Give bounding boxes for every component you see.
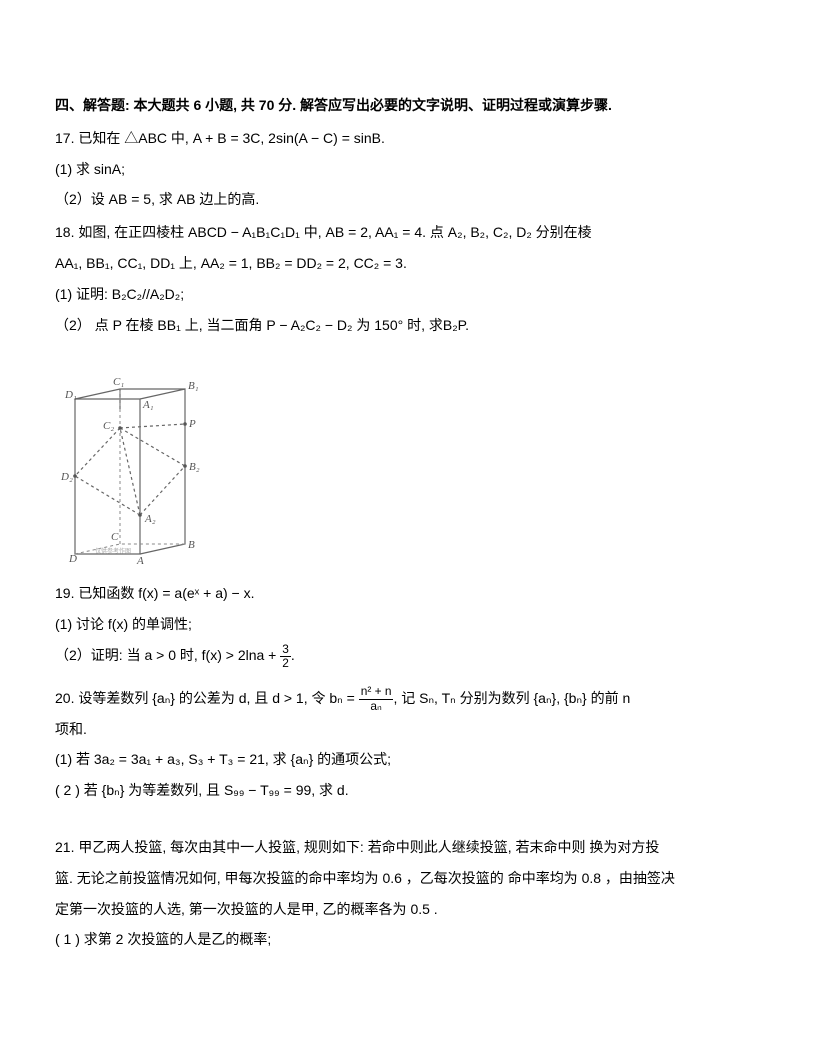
q20-frac: n² + naₙ: [359, 685, 394, 712]
q21-line1: 21. 甲乙两人投篮, 每次由其中一人投篮, 规则如下: 若命中则此人继续投篮,…: [55, 832, 761, 863]
q21: 21. 甲乙两人投篮, 每次由其中一人投篮, 规则如下: 若命中则此人继续投篮,…: [55, 832, 761, 955]
q21-line3: 定第一次投篮的人选, 第一次投篮的人是甲, 乙的概率各为 0.5 .: [55, 894, 761, 925]
q19-p2-frac: 32: [280, 643, 291, 670]
q20-line2: 项和.: [55, 714, 761, 745]
lbl-B1: B₁: [188, 380, 199, 392]
lbl-D: D: [68, 553, 77, 564]
lbl-P: P: [188, 418, 196, 430]
q21-p1: ( 1 ) 求第 2 次投篮的人是乙的概率;: [55, 924, 761, 955]
q19-frac-num: 3: [280, 643, 291, 657]
q20-p1: (1) 若 3a₂ = 3a₁ + a₃, S₃ + T₃ = 21, 求 {a…: [55, 744, 761, 775]
lbl-A1: A₁: [142, 399, 154, 411]
q18: 18. 如图, 在正四棱柱 ABCD − A₁B₁C₁D₁ 中, AB = 2,…: [55, 217, 761, 340]
q18-p1: (1) 证明: B₂C₂//A₂D₂;: [55, 279, 761, 310]
q19-p2-suffix: .: [291, 647, 295, 663]
lbl-D2: D₂: [60, 471, 73, 483]
lbl-D1: D₁: [64, 389, 77, 401]
q17: 17. 已知在 △ABC 中, A + B = 3C, 2sin(A − C) …: [55, 123, 761, 215]
lbl-C: C: [111, 531, 119, 543]
q19-p1: (1) 讨论 f(x) 的单调性;: [55, 609, 761, 640]
lbl-A: A: [136, 555, 144, 564]
q19-frac-den: 2: [280, 657, 291, 670]
section-title: 四、解答题: 本大题共 6 小题, 共 70 分. 解答应写出必要的文字说明、证…: [55, 90, 761, 121]
lbl-B2: B₂: [189, 461, 200, 473]
q18-p2: （2） 点 P 在棱 BB₁ 上, 当二面角 P − A₂C₂ − D₂ 为 1…: [55, 310, 761, 341]
q17-stem: 17. 已知在 △ABC 中, A + B = 3C, 2sin(A − C) …: [55, 123, 761, 154]
q20-line1-suffix: , 记 Sₙ, Tₙ 分别为数列 {aₙ}, {bₙ} 的前 n: [393, 690, 630, 706]
q20: 20. 设等差数列 {aₙ} 的公差为 d, 且 d > 1, 令 bₙ = n…: [55, 683, 761, 806]
q18-line2: AA₁, BB₁, CC₁, DD₁ 上, AA₂ = 1, BB₂ = DD₂…: [55, 248, 761, 279]
q19-p2-prefix: （2）证明: 当 a > 0 时, f(x) > 2lna +: [55, 647, 280, 663]
q20-p2: ( 2 ) 若 {bₙ} 为等差数列, 且 S₉₉ − T₉₉ = 99, 求 …: [55, 775, 761, 806]
q19-p2: （2）证明: 当 a > 0 时, f(x) > 2lna + 32.: [55, 640, 761, 671]
lbl-C1: C₁: [113, 376, 124, 388]
q20-line1-prefix: 20. 设等差数列 {aₙ} 的公差为 d, 且 d > 1, 令 bₙ =: [55, 690, 359, 706]
q20-frac-num: n² + n: [359, 685, 394, 699]
q17-p2: （2）设 AB = 5, 求 AB 边上的高.: [55, 184, 761, 215]
lbl-C2: C₂: [103, 420, 114, 432]
q19-stem: 19. 已知函数 f(x) = a(eˣ + a) − x.: [55, 578, 761, 609]
lbl-A2: A₂: [144, 513, 156, 525]
q21-line2: 篮. 无论之前投篮情况如何, 甲每次投篮的命中率均为 0.6 ，乙每次投篮的 命…: [55, 863, 761, 894]
q17-p1: (1) 求 sinA;: [55, 154, 761, 185]
q20-frac-den: aₙ: [359, 700, 394, 713]
q20-line1: 20. 设等差数列 {aₙ} 的公差为 d, 且 d > 1, 令 bₙ = n…: [55, 683, 761, 714]
diagram-watermark: 仅供参考作图: [95, 547, 131, 555]
q19: 19. 已知函数 f(x) = a(eˣ + a) − x. (1) 讨论 f(…: [55, 578, 761, 670]
q18-line1: 18. 如图, 在正四棱柱 ABCD − A₁B₁C₁D₁ 中, AB = 2,…: [55, 217, 761, 248]
lbl-B: B: [188, 539, 195, 551]
prism-diagram: D₁ C₁ B₁ A₁ D A B C D₂ C₂ B₂ A₂ P 仅供参考作图: [55, 354, 761, 564]
